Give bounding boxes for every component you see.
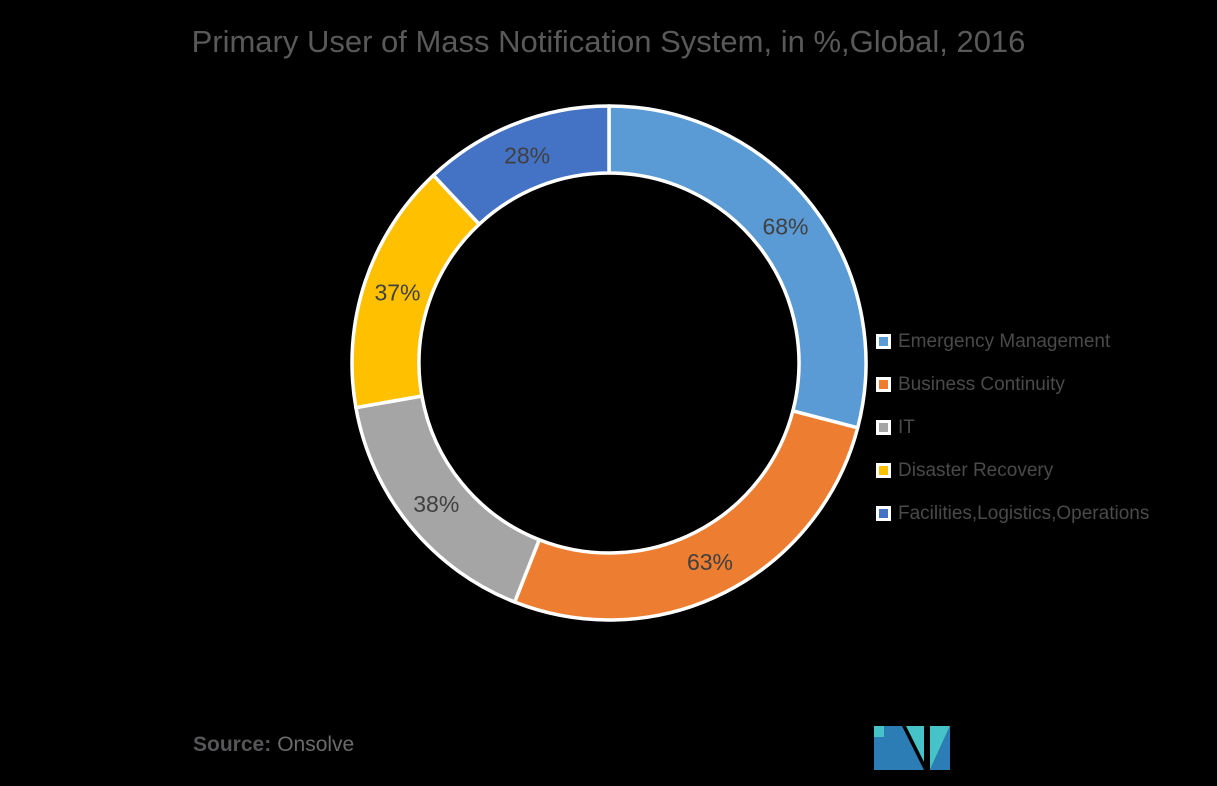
- source-label: Source:: [193, 733, 272, 756]
- donut-segment-emergency-management: [607, 104, 868, 430]
- logo-teal-square: [874, 726, 884, 737]
- data-label-it: 38%: [413, 491, 459, 517]
- legend-label: Emergency Management: [898, 330, 1111, 352]
- logo-blue-triangle: [930, 726, 950, 770]
- legend-item-business-continuity: Business Continuity: [876, 363, 1149, 406]
- legend-label: Disaster Recovery: [898, 459, 1054, 481]
- donut-segment-business-continuity: [512, 409, 860, 622]
- data-label-disaster-recovery: 37%: [374, 279, 420, 305]
- legend-marker-fill: [879, 380, 888, 389]
- legend-marker-fill: [879, 466, 888, 475]
- donut-segment-facilities-logistics-operations: [431, 104, 611, 226]
- legend-marker-fill: [879, 337, 888, 346]
- legend-label: Business Continuity: [898, 373, 1065, 395]
- logo-teal-wedge: [906, 726, 924, 762]
- legend-marker-fill: [879, 509, 888, 518]
- source-value: Onsolve: [277, 733, 355, 756]
- legend-label: Facilities,Logistics,Operations: [898, 502, 1150, 524]
- legend-item-it: IT: [876, 406, 1149, 449]
- data-label-emergency-management: 68%: [762, 214, 808, 240]
- legend-marker-icon: [876, 377, 891, 392]
- legend-item-disaster-recovery: Disaster Recovery: [876, 449, 1149, 492]
- legend-item-emergency-management: Emergency Management: [876, 320, 1149, 363]
- data-label-facilities-logistics-operations: 28%: [504, 143, 550, 169]
- legend-marker-fill: [879, 423, 888, 432]
- mordor-intelligence-logo: [874, 726, 950, 770]
- logo-blue-band: [874, 726, 924, 770]
- data-label-business-continuity: 63%: [687, 549, 733, 575]
- source-note: Source: Onsolve: [193, 733, 354, 757]
- legend-label: IT: [898, 416, 915, 438]
- chart-legend: Emergency Management Business Continuity I…: [876, 320, 1149, 535]
- chart-title: Primary User of Mass Notification System…: [191, 24, 1026, 59]
- legend-marker-icon: [876, 506, 891, 521]
- legend-marker-icon: [876, 420, 891, 435]
- legend-item-facilities-logistics-operations: Facilities,Logistics,Operations: [876, 492, 1149, 535]
- legend-marker-icon: [876, 334, 891, 349]
- legend-marker-icon: [876, 463, 891, 478]
